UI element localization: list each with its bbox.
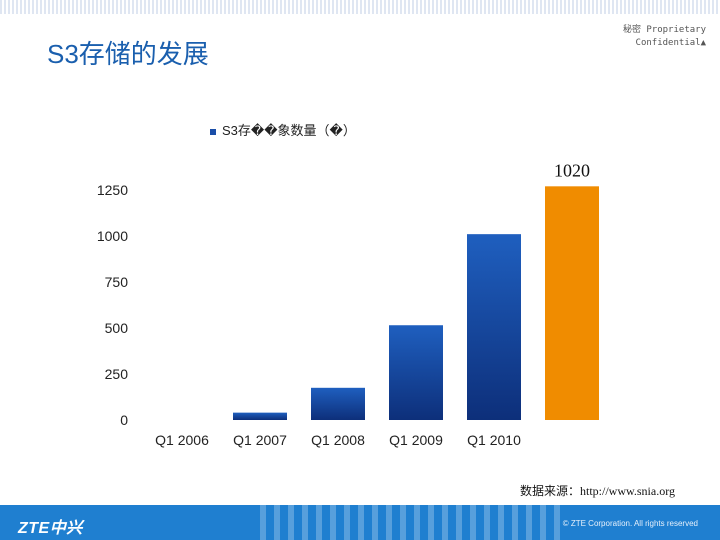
copyright-text: © ZTE Corporation. All rights reserved [562, 519, 698, 528]
chart-bar [467, 234, 521, 420]
x-tick-label: Q1 2006 [155, 432, 209, 448]
y-tick-label: 1000 [97, 228, 128, 244]
chart-bar [389, 325, 443, 420]
chart-bar [545, 186, 599, 420]
footer-pattern [260, 505, 560, 540]
x-tick-label: Q1 2009 [389, 432, 443, 448]
highlight-value-label: 1020 [554, 160, 590, 180]
proprietary-line-2: Confidential▲ [635, 38, 706, 48]
x-tick-label: Q1 2010 [467, 432, 521, 448]
top-decorative-strip [0, 0, 720, 14]
source-note: 数据来源：http://www.snia.org [520, 484, 675, 498]
proprietary-notice: 秘密 Proprietary Confidential▲ [623, 24, 706, 50]
legend-label: S3存��象数量（�） [222, 123, 356, 138]
chart-legend: S3存��象数量（�） [210, 120, 356, 139]
proprietary-line-1: 秘密 Proprietary [622, 25, 706, 35]
x-tick-label: Q1 2007 [233, 432, 287, 448]
footer-bar [0, 505, 720, 540]
x-tick-label: Q1 2008 [311, 432, 365, 448]
chart-bar [311, 387, 365, 420]
y-tick-label: 0 [120, 412, 128, 428]
chart-bar [233, 412, 287, 420]
zte-logo: ZTE中兴 [18, 520, 83, 537]
slide-title: S3存储的发展 [47, 39, 209, 69]
legend-swatch-icon [210, 128, 216, 135]
y-tick-label: 750 [105, 274, 129, 290]
y-tick-label: 250 [105, 366, 129, 382]
y-tick-label: 1250 [97, 182, 128, 198]
y-tick-label: 500 [105, 320, 129, 336]
